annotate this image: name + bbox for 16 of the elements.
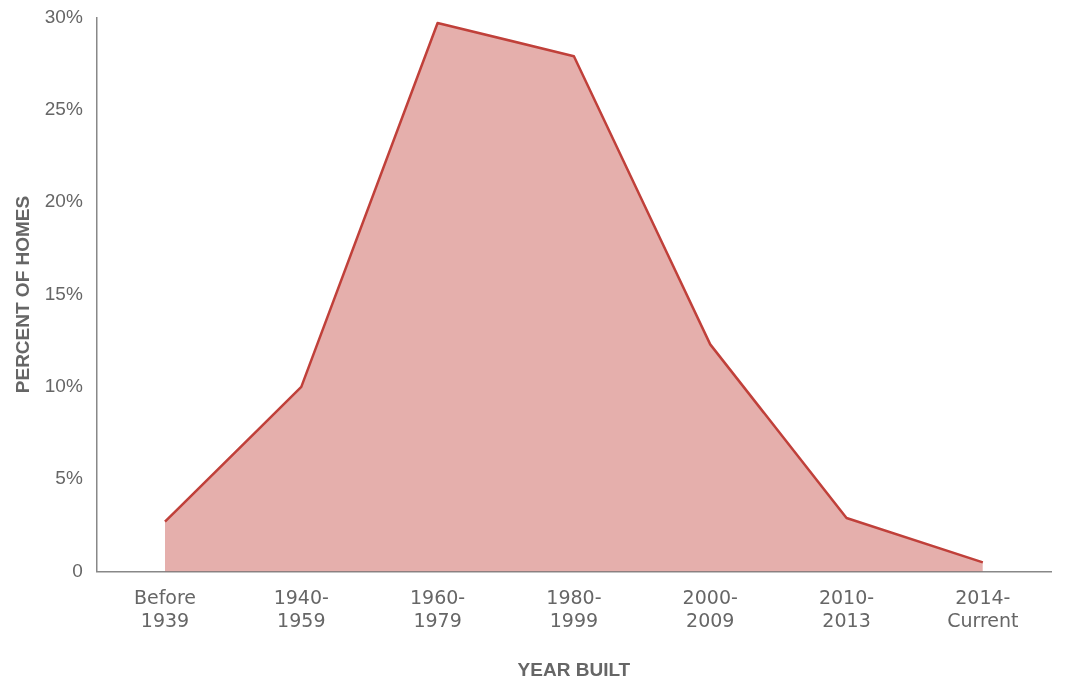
x-tick-label: 1940-1959	[273, 585, 329, 631]
x-tick-label: 2014-Current	[947, 585, 1019, 631]
y-tick-label: 25%	[44, 98, 83, 119]
y-axis-title: PERCENT OF HOMES	[11, 195, 33, 394]
y-tick-label: 5%	[55, 467, 83, 489]
y-tick-label: 15%	[44, 282, 83, 304]
y-tick-label: 20%	[44, 190, 83, 212]
x-axis-title: YEAR BUILT	[517, 658, 631, 680]
x-tick-label: 1980-1999	[546, 585, 602, 631]
y-tick-label: 0	[72, 559, 83, 581]
y-tick-label: 10%	[44, 375, 83, 397]
x-tick-label: 2010-2013	[818, 585, 875, 631]
y-tick-label: 30%	[44, 5, 83, 27]
x-tick-label: Before 1939	[133, 585, 197, 631]
x-tick-label: 1960-1979	[409, 585, 466, 631]
x-tick-label: 2000-2009	[682, 585, 738, 631]
